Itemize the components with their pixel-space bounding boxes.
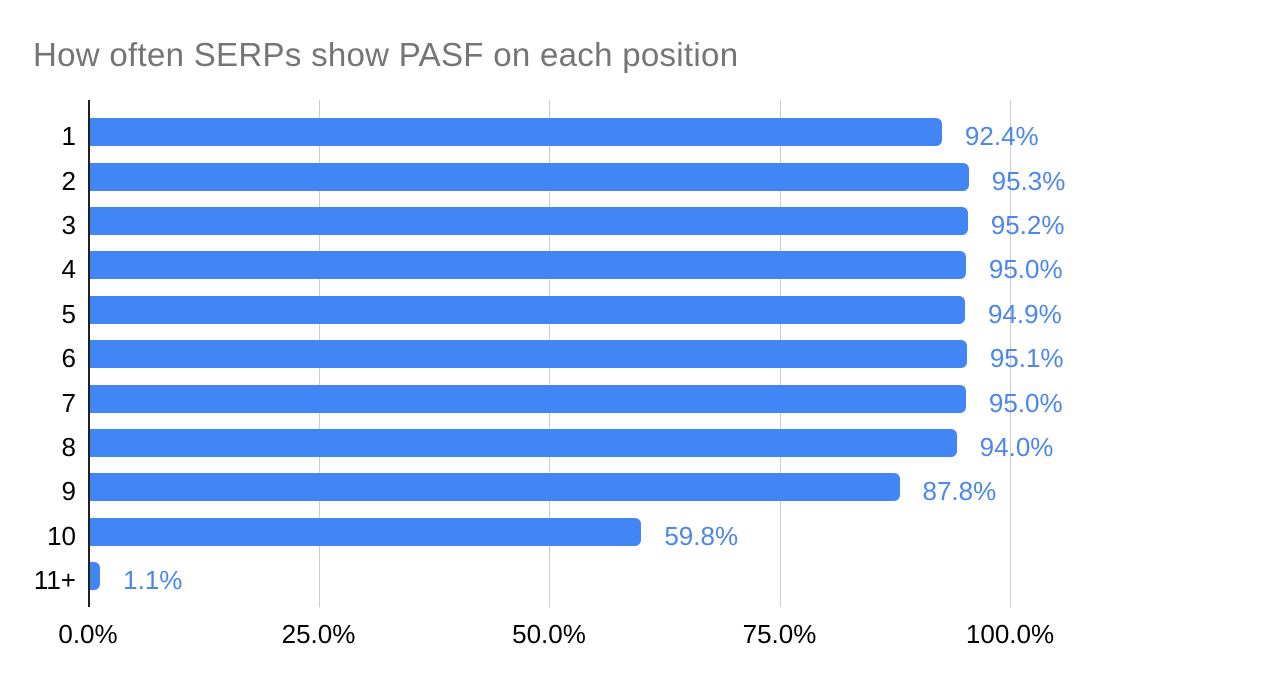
category-label: 4 (61, 254, 76, 285)
bar (90, 206, 968, 235)
x-tick-label: 100.0% (965, 619, 1055, 649)
bar-row: 6 95.1% (0, 332, 1278, 376)
bar (90, 340, 967, 369)
bar-row: 4 95.0% (0, 243, 1278, 287)
value-label: 95.0% (988, 387, 1063, 418)
category-label: 8 (61, 431, 76, 462)
x-tick-label: 50.0% (512, 619, 586, 649)
bar (90, 162, 969, 191)
y-axis-line (88, 100, 90, 607)
bar (90, 118, 942, 147)
bar (90, 517, 642, 546)
bar-row: 11+ 1.1% (0, 554, 1278, 598)
bar (90, 251, 966, 280)
bar-row: 10 59.8% (0, 510, 1278, 554)
bar-row: 8 94.0% (0, 421, 1278, 465)
value-label: 95.3% (991, 165, 1066, 196)
value-label: 95.1% (989, 343, 1064, 374)
category-label: 7 (61, 387, 76, 418)
category-label: 10 (47, 520, 76, 551)
category-label: 11+ (33, 565, 76, 596)
chart-title: How often SERPs show PASF on each positi… (33, 36, 739, 73)
bar (90, 473, 900, 502)
value-label: 59.8% (664, 520, 739, 551)
bar-row: 3 95.2% (0, 199, 1278, 243)
bar (90, 562, 101, 591)
value-label: 94.9% (987, 298, 1062, 329)
bar (90, 384, 966, 413)
bar (90, 428, 957, 457)
category-label: 1 (61, 121, 76, 152)
bar-row: 9 87.8% (0, 465, 1278, 509)
bar-row: 2 95.3% (0, 154, 1278, 198)
category-label: 9 (61, 476, 76, 507)
bar-row: 1 92.4% (0, 110, 1278, 154)
value-label: 95.0% (988, 254, 1063, 285)
gridline-100 (1010, 100, 1011, 607)
bar-row: 7 95.0% (0, 376, 1278, 420)
x-tick-label: 0.0% (58, 619, 118, 649)
value-label: 1.1% (123, 565, 183, 596)
value-label: 92.4% (964, 121, 1039, 152)
value-label: 87.8% (922, 476, 997, 507)
value-label: 95.2% (990, 209, 1065, 240)
value-label: 94.0% (979, 431, 1054, 462)
x-tick-label: 25.0% (281, 619, 356, 649)
bar-row: 5 94.9% (0, 288, 1278, 332)
category-label: 6 (61, 343, 76, 374)
category-label: 2 (61, 165, 76, 196)
bar (90, 295, 965, 324)
category-label: 3 (61, 209, 76, 240)
x-tick-label: 75.0% (742, 619, 817, 649)
category-label: 5 (61, 298, 76, 329)
